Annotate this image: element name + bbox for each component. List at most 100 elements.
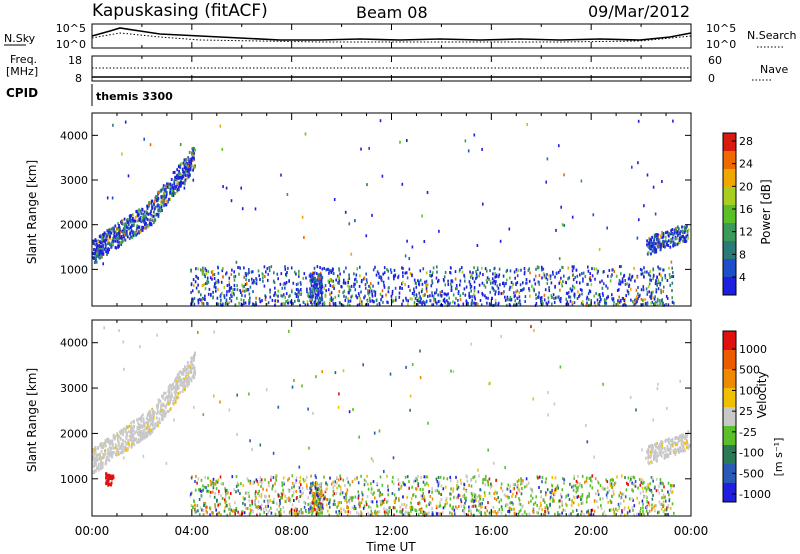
data-cell — [561, 223, 564, 227]
data-cell — [397, 482, 400, 486]
data-cell — [284, 295, 286, 299]
data-cell — [359, 300, 361, 304]
data-cell — [667, 481, 670, 485]
data-cell — [401, 508, 404, 512]
data-cell — [171, 189, 173, 193]
data-cell — [141, 424, 144, 428]
data-cell — [546, 273, 548, 276]
data-cell — [577, 495, 580, 498]
data-cell — [246, 288, 249, 292]
data-cell — [228, 276, 231, 280]
data-cell — [303, 236, 305, 239]
data-cell — [447, 292, 449, 296]
data-cell — [327, 267, 330, 271]
data-cell — [262, 487, 264, 491]
data-cell — [367, 487, 370, 491]
data-cell — [290, 266, 293, 270]
data-cell — [177, 165, 180, 169]
data-cell — [307, 294, 309, 298]
data-cell — [597, 481, 600, 485]
data-cell — [106, 456, 109, 460]
data-cell — [541, 476, 544, 479]
data-cell — [572, 488, 575, 492]
data-cell — [237, 483, 240, 487]
data-cell — [560, 205, 562, 209]
data-cell — [559, 268, 561, 272]
data-cell — [426, 283, 429, 287]
data-cell — [368, 513, 370, 516]
data-cell — [404, 283, 406, 287]
data-cell — [607, 274, 609, 278]
data-cell — [295, 479, 298, 483]
data-cell — [605, 298, 607, 302]
data-cell — [473, 495, 476, 499]
data-cell — [653, 297, 656, 301]
data-cell — [636, 275, 638, 279]
data-cell — [282, 488, 284, 492]
data-cell — [219, 502, 221, 506]
data-cell — [462, 495, 465, 499]
data-cell — [129, 218, 131, 221]
data-cell — [122, 340, 125, 344]
data-cell — [334, 301, 337, 305]
data-cell — [494, 510, 496, 514]
data-cell — [156, 212, 159, 216]
data-cell — [470, 484, 473, 488]
data-cell — [419, 278, 422, 282]
data-cell — [490, 482, 492, 486]
data-cell — [659, 444, 662, 448]
data-cell — [178, 188, 180, 192]
data-cell — [123, 228, 126, 232]
data-cell — [328, 280, 331, 284]
data-cell — [266, 499, 269, 503]
data-cell — [408, 486, 410, 490]
data-cell — [462, 509, 464, 513]
data-cell — [673, 484, 675, 488]
data-cell — [587, 292, 590, 296]
data-cell — [182, 384, 185, 388]
data-cell — [183, 379, 186, 383]
data-cell — [501, 489, 504, 493]
data-cell — [351, 506, 354, 510]
data-cell — [648, 509, 651, 513]
data-cell — [638, 501, 641, 505]
data-cell — [405, 296, 407, 300]
data-cell — [532, 502, 535, 506]
data-cell — [271, 298, 274, 302]
data-cell — [405, 365, 407, 369]
data-cell — [235, 260, 238, 264]
data-cell — [649, 444, 652, 448]
data-cell — [576, 488, 579, 492]
data-cell — [499, 283, 501, 287]
data-cell — [193, 367, 196, 371]
data-cell — [190, 283, 193, 287]
data-cell — [124, 445, 127, 449]
data-cell — [224, 498, 226, 502]
data-cell — [310, 292, 312, 296]
data-cell — [572, 278, 575, 282]
data-cell — [653, 453, 656, 457]
data-cell — [398, 291, 401, 295]
data-cell — [555, 228, 557, 232]
data-cell — [577, 474, 579, 478]
data-cell — [405, 298, 408, 302]
data-cell — [646, 450, 648, 454]
data-cell — [242, 496, 245, 500]
data-cell — [484, 494, 486, 498]
data-cell — [287, 301, 289, 305]
data-cell — [254, 492, 257, 496]
data-cell — [243, 266, 245, 270]
data-cell — [672, 243, 675, 247]
data-cell — [586, 510, 588, 514]
data-cell — [591, 474, 594, 478]
data-cell — [653, 238, 656, 242]
data-cell — [236, 288, 239, 292]
data-cell — [437, 300, 440, 304]
data-cell — [650, 301, 652, 305]
data-cell — [517, 268, 520, 272]
data-cell — [333, 499, 336, 503]
data-cell — [237, 266, 239, 269]
data-cell — [328, 271, 330, 275]
data-cell — [314, 485, 316, 489]
data-cell — [160, 408, 163, 412]
